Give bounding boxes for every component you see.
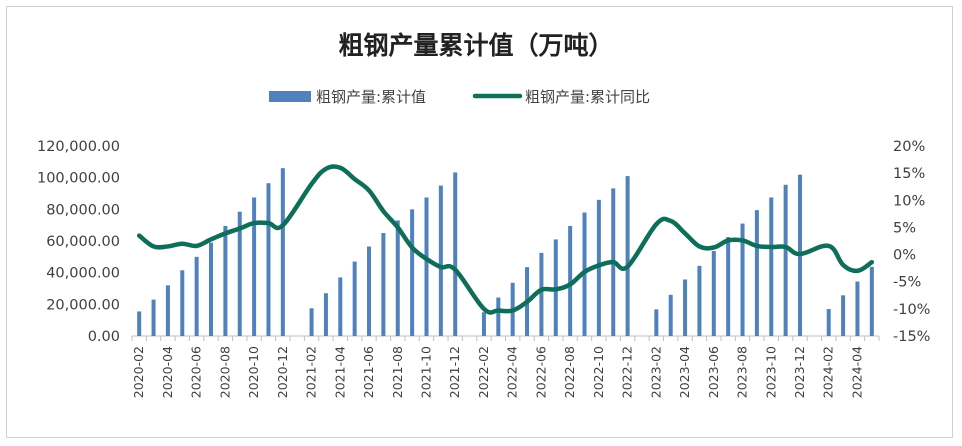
x-tick-label: 2021-10 <box>418 346 433 398</box>
x-tick-label: 2024-02 <box>821 346 836 398</box>
bar-2021-04 <box>338 277 343 336</box>
bar-2024-03 <box>841 295 846 336</box>
bar-series <box>137 168 874 337</box>
bar-2020-07 <box>209 242 214 336</box>
chart-title: 粗钢产量累计值（万吨） <box>338 31 613 60</box>
bar-2021-06 <box>367 246 372 336</box>
x-tick-label: 2021-04 <box>332 346 347 398</box>
right-tick-label: -15% <box>893 329 930 345</box>
right-tick-label: 20% <box>893 139 925 155</box>
bar-2021-11 <box>438 185 443 336</box>
bar-2023-10 <box>769 197 774 336</box>
x-axis-ticks: 2020-02 2020-04 2020-06 2020-08 2020-10 2020-… <box>131 346 864 398</box>
left-tick-label: 120,000.00 <box>37 139 120 155</box>
left-tick-label: 80,000.00 <box>46 202 120 218</box>
x-tick-label: 2021-12 <box>447 346 462 398</box>
bar-2021-09 <box>410 209 415 336</box>
bar-2020-11 <box>266 183 271 336</box>
x-tick-label: 2020-06 <box>189 346 204 398</box>
bar-2023-02 <box>654 309 659 336</box>
right-tick-label: 0% <box>893 248 916 264</box>
x-tick-label: 2021-02 <box>304 346 319 398</box>
x-tick-label: 2024-04 <box>849 346 864 398</box>
bar-2021-05 <box>352 261 357 336</box>
chart-border <box>6 6 953 438</box>
legend-bar-swatch <box>269 91 311 102</box>
x-tick-label: 2023-04 <box>677 346 692 398</box>
left-axis-ticks: 0.00 20,000.00 40,000.00 60,000.00 80,000.00… <box>37 139 120 345</box>
bar-2023-07 <box>726 237 731 336</box>
bar-2022-03 <box>496 297 501 336</box>
bar-2021-10 <box>424 197 429 336</box>
bar-2022-10 <box>596 199 601 336</box>
right-axis-ticks: -15% -10% -5% 0% 5% 10% 15% 20% <box>893 139 930 345</box>
bar-2020-09 <box>237 211 242 336</box>
x-tick-label: 2020-10 <box>246 346 261 398</box>
right-tick-label: 10% <box>893 193 925 209</box>
bar-2020-12 <box>280 168 285 336</box>
bar-2022-12 <box>625 176 630 336</box>
bar-2022-08 <box>568 225 573 336</box>
x-tick-label: 2022-10 <box>591 346 606 398</box>
x-tick-label: 2023-10 <box>763 346 778 398</box>
x-tick-label: 2020-04 <box>160 346 175 398</box>
x-tick-label: 2023-12 <box>792 346 807 398</box>
bar-2023-03 <box>668 294 673 336</box>
x-tick-label: 2022-02 <box>476 346 491 398</box>
x-tick-label: 2022-04 <box>505 346 520 398</box>
bar-2024-04 <box>855 281 860 336</box>
x-tick-label: 2020-08 <box>217 346 232 398</box>
x-tick-label: 2021-08 <box>390 346 405 398</box>
x-tick-label: 2020-02 <box>131 346 146 398</box>
legend-label-bar: 粗钢产量:累计值 <box>316 88 426 106</box>
left-tick-label: 0.00 <box>88 329 120 345</box>
right-tick-label: 5% <box>893 220 916 236</box>
bar-2021-02 <box>309 308 314 336</box>
x-tick-label: 2023-02 <box>648 346 663 398</box>
bar-2024-05 <box>869 266 874 336</box>
bar-2021-07 <box>381 233 386 336</box>
x-tick-label: 2022-12 <box>620 346 635 398</box>
bar-2022-02 <box>481 312 486 336</box>
bar-2020-03 <box>151 299 156 336</box>
bar-2021-03 <box>323 293 328 336</box>
x-tick-label: 2023-06 <box>706 346 721 398</box>
bar-2020-05 <box>180 270 185 336</box>
x-tick-marks <box>131 336 880 341</box>
x-tick-label: 2020-12 <box>275 346 290 398</box>
bar-2020-04 <box>165 285 170 336</box>
bar-2021-08 <box>395 220 400 336</box>
bar-2023-06 <box>711 250 716 336</box>
x-tick-label: 2023-08 <box>735 346 750 398</box>
bar-2023-04 <box>683 279 688 336</box>
right-tick-label: 15% <box>893 166 925 182</box>
bar-2021-12 <box>453 172 458 336</box>
left-tick-label: 20,000.00 <box>46 297 120 313</box>
bar-2020-06 <box>194 256 199 336</box>
bar-2023-08 <box>740 223 745 336</box>
left-tick-label: 60,000.00 <box>46 234 120 250</box>
bar-2020-02 <box>137 311 142 336</box>
left-tick-label: 40,000.00 <box>46 266 120 282</box>
legend-label-line: 粗钢产量:累计同比 <box>525 88 650 106</box>
x-tick-label: 2022-08 <box>562 346 577 398</box>
bar-2020-08 <box>223 225 228 336</box>
bar-2024-02 <box>826 309 831 336</box>
left-tick-label: 100,000.00 <box>37 171 120 187</box>
x-tick-label: 2022-06 <box>533 346 548 398</box>
bar-2023-05 <box>697 265 702 336</box>
bar-2020-10 <box>252 197 257 336</box>
right-tick-label: -10% <box>893 302 930 318</box>
line-series <box>136 164 875 315</box>
yoy-line <box>136 164 875 315</box>
legend: 粗钢产量:累计值 粗钢产量:累计同比 <box>269 88 650 106</box>
x-tick-label: 2021-06 <box>361 346 376 398</box>
right-tick-label: -5% <box>893 275 921 291</box>
bar-2022-06 <box>539 252 544 337</box>
bar-2023-09 <box>754 210 759 337</box>
bar-2023-11 <box>783 184 788 336</box>
